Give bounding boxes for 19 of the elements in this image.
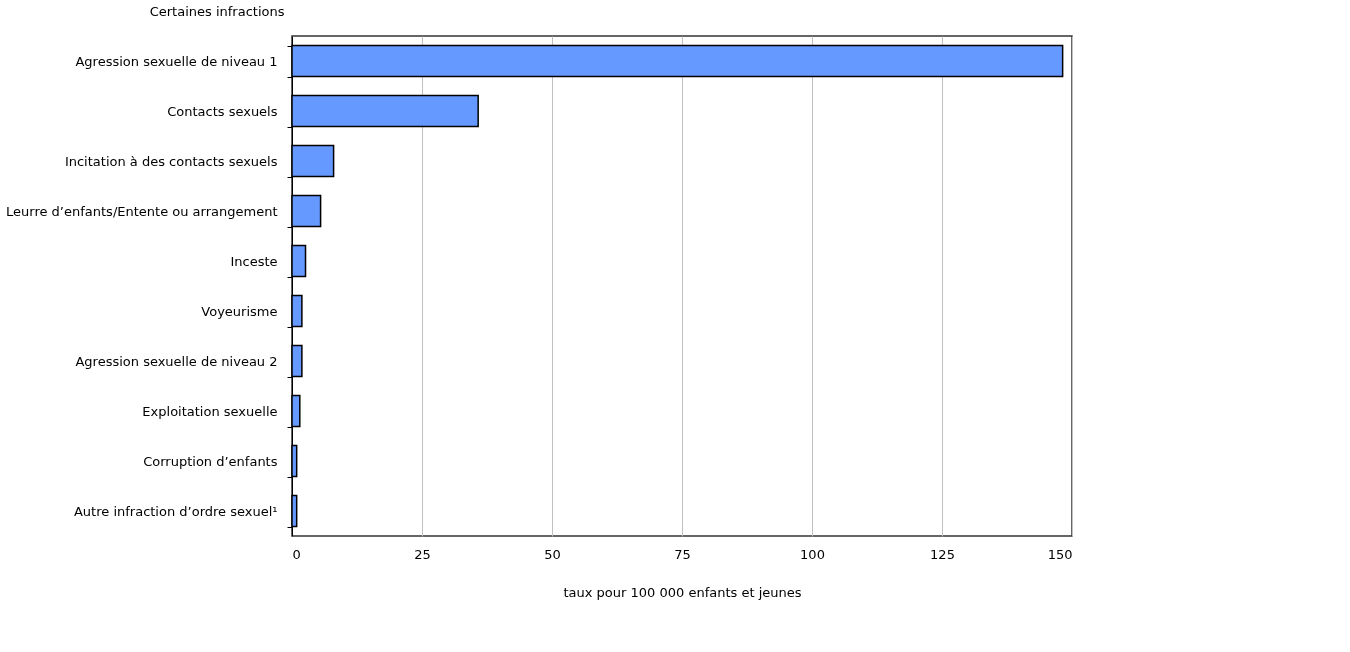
y-tick-label: Exploitation sexuelle — [142, 403, 278, 419]
x-tick-label: 50 — [544, 546, 561, 562]
y-tick-label: Agression sexuelle de niveau 1 — [75, 53, 278, 69]
y-tick-label: Contacts sexuels — [167, 103, 278, 119]
y-tick-label: Corruption d’enfants — [143, 453, 278, 469]
y-tick-label: Incitation à des contacts sexuels — [64, 153, 278, 169]
x-tick-label: 75 — [674, 546, 691, 562]
x-tick-label: 0 — [292, 546, 301, 562]
x-axis-title: taux pour 100 000 enfants et jeunes — [563, 584, 802, 600]
x-tick-label: 25 — [414, 546, 431, 562]
x-tick-label: 125 — [930, 546, 955, 562]
y-tick-label: Inceste — [230, 253, 278, 269]
x-tick-label: 100 — [800, 546, 825, 562]
y-axis-title: Certaines infractions — [149, 3, 285, 19]
y-tick-label: Leurre d’enfants/Entente ou arrangement — [6, 203, 278, 219]
x-tick-label: 150 — [1047, 546, 1073, 562]
y-tick-label: Agression sexuelle de niveau 2 — [75, 353, 278, 369]
y-tick-label: Voyeurisme — [201, 303, 278, 319]
y-tick-label: Autre infraction d’ordre sexuel¹ — [73, 503, 278, 519]
